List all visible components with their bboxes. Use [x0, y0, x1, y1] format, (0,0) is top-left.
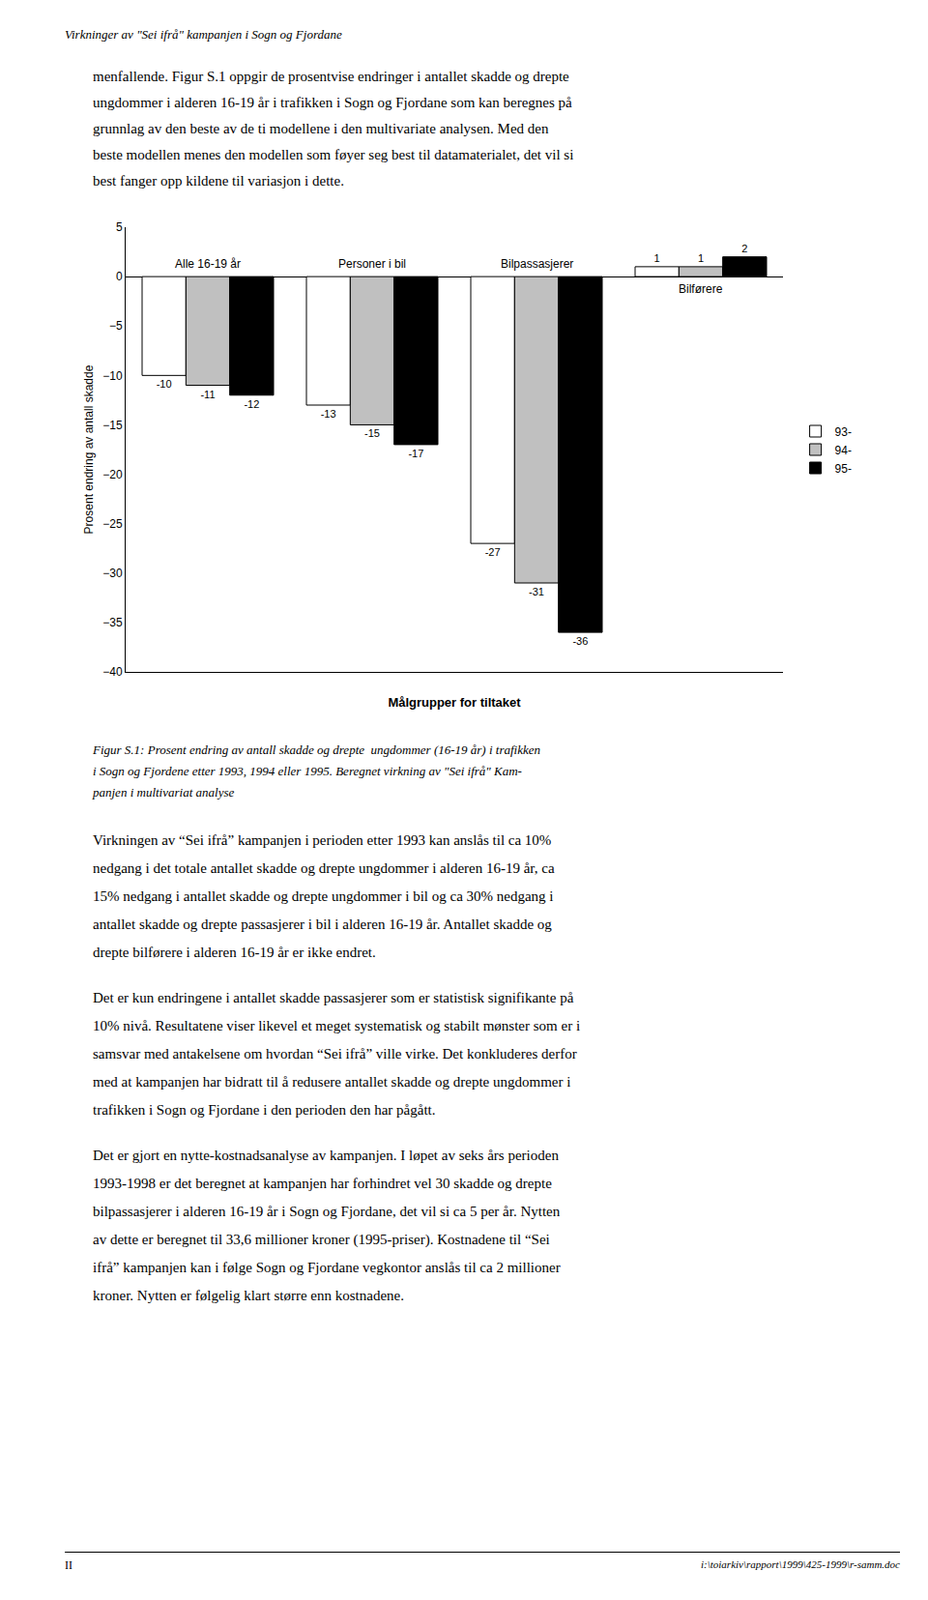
html-text:Virkningen av “Sei ifrå” kampa: Virkningen av “Sei ifrå” kampanjen i per… — [92, 832, 555, 960]
svg-text:-13: -13 — [320, 407, 337, 420]
html-text:i:\toiarkiv\rapport\1999\425-1: i:\toiarkiv\rapport\1999\425-1999\r-samm… — [700, 1558, 900, 1570]
svg-text:−40: −40 — [102, 665, 123, 679]
html-text:Det er kun endringene i antall: Det er kun endringene i antallet skadde … — [92, 989, 581, 1118]
svg-text:−25: −25 — [102, 517, 123, 531]
svg-text:-17: -17 — [407, 447, 424, 460]
svg-text:Alle 16-19 år: Alle 16-19 år — [174, 257, 241, 271]
svg-text:-15: -15 — [364, 427, 380, 439]
svg-text:1: 1 — [654, 252, 661, 264]
svg-text:Prosent endring av antall skad: Prosent endring av antall skadde — [82, 364, 96, 534]
svg-text:−30: −30 — [102, 566, 123, 580]
svg-text:2: 2 — [741, 242, 748, 255]
svg-text:0: 0 — [116, 269, 123, 284]
html-text:Figur S.1: Prosent endring av: Figur S.1: Prosent endring av antall ska… — [92, 742, 541, 800]
svg-text:-27: -27 — [485, 546, 501, 558]
html-text:Virkninger av "Sei ifrå" kampa: Virkninger av "Sei ifrå" kampanjen i Sog… — [64, 27, 343, 42]
html-text:menfallende. Figur S.1 oppgir: menfallende. Figur S.1 oppgir de prosent… — [92, 68, 574, 189]
svg-text:5: 5 — [116, 220, 123, 234]
svg-text:Personer i bil: Personer i bil — [338, 257, 406, 271]
svg-text:Bilpassasjerer: Bilpassasjerer — [500, 257, 574, 271]
svg-text:1: 1 — [697, 252, 704, 264]
svg-text:-12: -12 — [243, 398, 260, 410]
html-text:II: II — [64, 1558, 73, 1572]
svg-text:Målgrupper for tiltaket: Målgrupper for tiltaket — [387, 695, 522, 710]
svg-text:−15: −15 — [102, 418, 123, 433]
svg-text:−35: −35 — [102, 615, 123, 630]
svg-text:-31: -31 — [528, 585, 545, 598]
html-text:Det er gjort en nytte-kostnads: Det er gjort en nytte-kostnadsanalyse av… — [92, 1147, 561, 1304]
svg-text:95-: 95- — [835, 462, 852, 476]
svg-text:-36: -36 — [572, 635, 588, 647]
svg-text:94-: 94- — [835, 443, 852, 458]
svg-text:−5: −5 — [109, 319, 123, 333]
svg-text:Bilførere: Bilførere — [678, 282, 724, 296]
svg-text:−20: −20 — [102, 467, 123, 482]
svg-text:-10: -10 — [156, 377, 173, 390]
svg-text:−10: −10 — [102, 369, 123, 383]
svg-text:93-: 93- — [835, 425, 852, 439]
svg-text:-11: -11 — [200, 388, 215, 401]
